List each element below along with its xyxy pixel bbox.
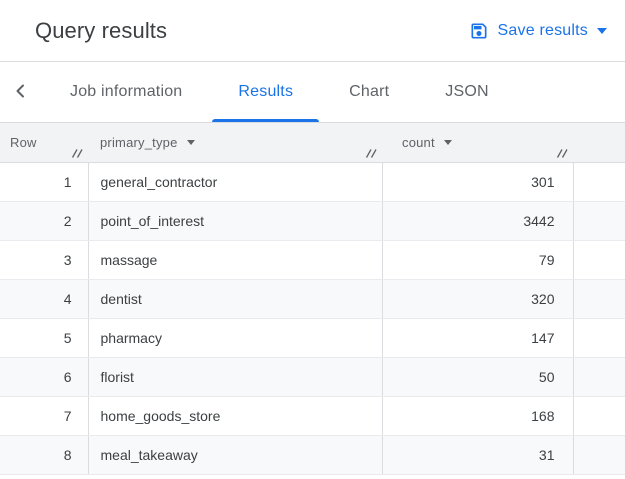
row-number-cell: 5	[0, 318, 89, 358]
column-menu-caret-icon[interactable]	[186, 139, 195, 145]
results-table-body: 1 general_contractor 301 2 point_of_interest…	[0, 162, 625, 475]
tab-label: Results	[238, 83, 294, 100]
tab-label: JSON	[445, 83, 489, 100]
spacer-cell	[573, 279, 625, 319]
row-number-cell: 7	[0, 396, 89, 436]
spacer-cell	[573, 201, 625, 241]
save-results-label: Save results	[497, 21, 588, 39]
spacer-cell	[573, 396, 625, 436]
tab-label: Chart	[349, 83, 390, 100]
primary-type-cell: home_goods_store	[88, 396, 383, 436]
count-cell: 301	[382, 162, 574, 202]
primary-type-cell: point_of_interest	[88, 201, 383, 241]
titlebar: Query results Save results	[0, 0, 625, 62]
tab-chart[interactable]: Chart	[323, 62, 415, 122]
column-resize-handle[interactable]	[365, 146, 378, 159]
tab-scroll-left-button[interactable]	[0, 62, 42, 122]
table-row: 4 dentist 320	[0, 279, 625, 319]
primary-type-cell: dentist	[88, 279, 383, 319]
column-header-count[interactable]: count	[382, 123, 573, 163]
column-header-spacer	[573, 123, 625, 163]
table-row: 5 pharmacy 147	[0, 318, 625, 358]
spacer-cell	[573, 357, 625, 397]
table-row: 3 massage 79	[0, 240, 625, 280]
column-header-label: Row	[10, 134, 37, 150]
count-cell: 320	[382, 279, 574, 319]
table-row: 2 point_of_interest 3442	[0, 201, 625, 241]
table-row: 1 general_contractor 301	[0, 162, 625, 202]
column-header-row: Row	[0, 123, 88, 163]
spacer-cell	[573, 240, 625, 280]
column-menu-caret-icon[interactable]	[443, 139, 452, 145]
tab-job-information[interactable]: Job information	[44, 62, 208, 122]
table-row: 6 florist 50	[0, 357, 625, 397]
table-row: 7 home_goods_store 168	[0, 396, 625, 436]
row-number-cell: 4	[0, 279, 89, 319]
row-number-cell: 1	[0, 162, 89, 202]
primary-type-cell: pharmacy	[88, 318, 383, 358]
row-number-cell: 2	[0, 201, 89, 241]
tab-results[interactable]: Results	[212, 62, 319, 122]
count-cell: 79	[382, 240, 574, 280]
count-cell: 168	[382, 396, 574, 436]
row-number-cell: 8	[0, 435, 89, 475]
primary-type-cell: florist	[88, 357, 383, 397]
table-header-row: Row primary_type count	[0, 123, 625, 163]
row-number-cell: 6	[0, 357, 89, 397]
count-cell: 50	[382, 357, 574, 397]
primary-type-cell: massage	[88, 240, 383, 280]
tab-bar: Job information Results Chart JSON	[0, 62, 625, 123]
column-resize-handle[interactable]	[556, 146, 569, 159]
count-cell: 147	[382, 318, 574, 358]
row-number-cell: 3	[0, 240, 89, 280]
primary-type-cell: general_contractor	[88, 162, 383, 202]
tab-json[interactable]: JSON	[419, 62, 514, 122]
column-header-label: count	[402, 134, 435, 150]
column-resize-handle[interactable]	[71, 146, 84, 159]
table-row: 8 meal_takeaway 31	[0, 435, 625, 475]
page-title: Query results	[35, 17, 168, 43]
column-header-primary-type[interactable]: primary_type	[88, 123, 382, 163]
spacer-cell	[573, 162, 625, 202]
count-cell: 31	[382, 435, 574, 475]
tab-label: Job information	[70, 83, 183, 100]
spacer-cell	[573, 435, 625, 475]
column-header-label: primary_type	[100, 134, 178, 150]
count-cell: 3442	[382, 201, 574, 241]
primary-type-cell: meal_takeaway	[88, 435, 383, 475]
spacer-cell	[573, 318, 625, 358]
save-icon	[469, 21, 489, 41]
save-results-dropdown-caret-icon	[597, 27, 607, 34]
save-results-button[interactable]: Save results	[465, 15, 611, 47]
results-table: Row primary_type count	[0, 123, 625, 475]
chevron-left-icon	[12, 82, 30, 103]
